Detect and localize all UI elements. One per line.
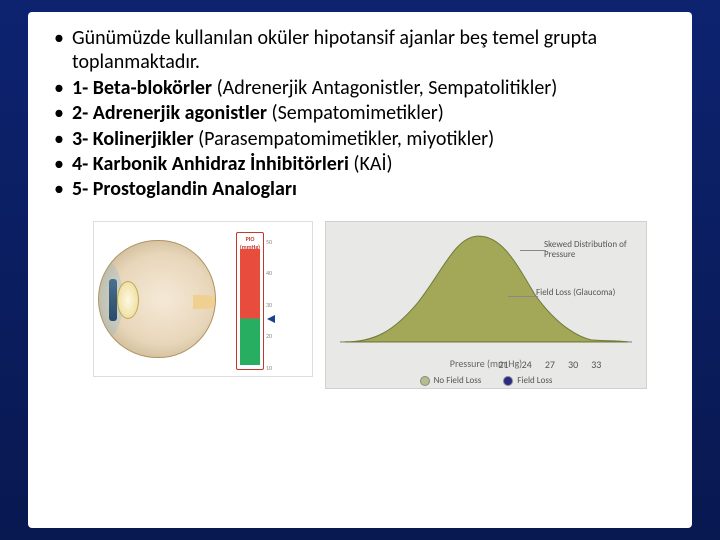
bullet-bold: 3- Kolinerjikler (72, 127, 194, 151)
gauge-tick: 30 (266, 301, 284, 309)
bullet-bold: 4- Karbonik Anhidraz İnhibitörleri (72, 152, 349, 176)
bullet-item: 3- Kolinerjikler (Parasempatomimetikler,… (48, 127, 664, 151)
bullet-bold: 2- Adrenerjik agonistler (72, 101, 267, 125)
chart-legend: No Field Loss Field Loss (326, 375, 646, 386)
eye-illustration (98, 240, 216, 358)
gauge-ticks: 50 40 30 20 10 (266, 238, 284, 372)
bullet-list: Günümüzde kullanılan oküler hipotansif a… (28, 12, 692, 213)
annotation-fieldloss: Field Loss (Glaucoma) (536, 288, 640, 298)
bullet-item: 1- Beta-blokörler (Adrenerjik Antagonist… (48, 76, 664, 100)
lens-icon (117, 281, 139, 319)
gauge-body-icon (240, 249, 260, 365)
legend-item: No Field Loss (420, 375, 482, 386)
gauge-tick: 20 (266, 332, 284, 340)
bullet-bold: 1- Beta-blokörler (72, 76, 212, 100)
pressure-distribution-chart: Skewed Distribution of Pressure Field Lo… (325, 221, 647, 389)
iris-icon (109, 279, 117, 321)
legend-item: Field Loss (503, 375, 552, 386)
bullet-text: (Sempatomimetikler) (267, 101, 444, 125)
slide-panel: Günümüzde kullanılan oküler hipotansif a… (28, 12, 692, 528)
x-axis-label: Pressure (mm Hg) (326, 357, 646, 370)
eye-tonometry-figure: PIO (mmHg) 50 40 30 20 10 (93, 221, 313, 377)
bullet-item: 2- Adrenerjik agonistler (Sempatomimetik… (48, 101, 664, 125)
legend-label: No Field Loss (434, 375, 482, 386)
legend-dot-icon (503, 376, 513, 386)
figure-row: PIO (mmHg) 50 40 30 20 10 Skewed Distrib… (28, 213, 692, 389)
bullet-text: Günümüzde kullanılan oküler hipotansif a… (72, 26, 597, 74)
annotation-line-icon (508, 296, 538, 297)
bullet-item: 5- Prostoglandin Analogları (48, 177, 664, 201)
pressure-gauge: PIO (mmHg) (236, 232, 264, 370)
gauge-tick: 40 (266, 269, 284, 277)
legend-dot-icon (420, 376, 430, 386)
bullet-text: (Adrenerjik Antagonistler, Sempatolitikl… (212, 76, 557, 100)
bullet-text: (KAİ) (349, 152, 393, 176)
annotation-line-icon (520, 250, 546, 251)
annotation-skewed: Skewed Distribution of Pressure (544, 240, 640, 260)
legend-label: Field Loss (517, 375, 552, 386)
gauge-tick: 10 (266, 364, 284, 372)
bullet-bold: 5- Prostoglandin Analogları (72, 177, 297, 201)
gauge-tick: 50 (266, 238, 284, 246)
bullet-item: Günümüzde kullanılan oküler hipotansif a… (48, 26, 664, 75)
optic-nerve-icon (193, 295, 216, 309)
bullet-item: 4- Karbonik Anhidraz İnhibitörleri (KAİ) (48, 152, 664, 176)
bullet-text: (Parasempatomimetikler, miyotikler) (194, 127, 495, 151)
